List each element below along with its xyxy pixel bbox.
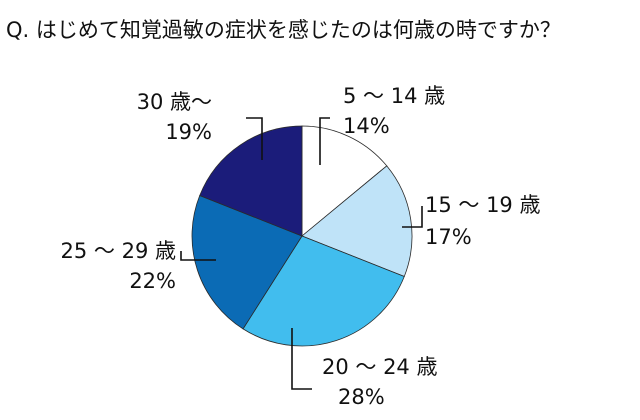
slice-category-label-2: 15 ～ 19 歳 bbox=[425, 193, 540, 217]
pie-slice-3 bbox=[242, 235, 405, 347]
slice-category-label-1: 5 ～ 14 歳 bbox=[343, 84, 445, 108]
slice-percent-label-1: 14% bbox=[343, 114, 390, 138]
chart-title: Q. はじめて知覚過敏の症状を感じたのは何歳の時ですか？ bbox=[6, 18, 561, 42]
slice-category-label-3: 20 ～ 24 歳 bbox=[322, 355, 437, 379]
pie-slice-4 bbox=[191, 194, 303, 330]
pie-slice-1 bbox=[301, 125, 388, 237]
slice-percent-label-3: 28% bbox=[338, 385, 385, 409]
leader-line-3 bbox=[291, 328, 312, 390]
leader-line-5 bbox=[246, 117, 263, 160]
leader-line-4 bbox=[180, 251, 216, 261]
slice-category-label-5: 30 歳～ bbox=[137, 90, 212, 114]
pie-slice-2 bbox=[301, 165, 413, 278]
pie-slice-5 bbox=[199, 125, 303, 237]
slice-percent-label-4: 22% bbox=[129, 269, 176, 293]
slice-percent-label-2: 17% bbox=[425, 225, 472, 249]
slice-category-label-4: 25 ～ 29 歳 bbox=[61, 239, 176, 263]
slice-percent-label-5: 19% bbox=[165, 120, 212, 144]
leader-line-1 bbox=[319, 117, 330, 165]
leader-line-2 bbox=[402, 206, 423, 228]
